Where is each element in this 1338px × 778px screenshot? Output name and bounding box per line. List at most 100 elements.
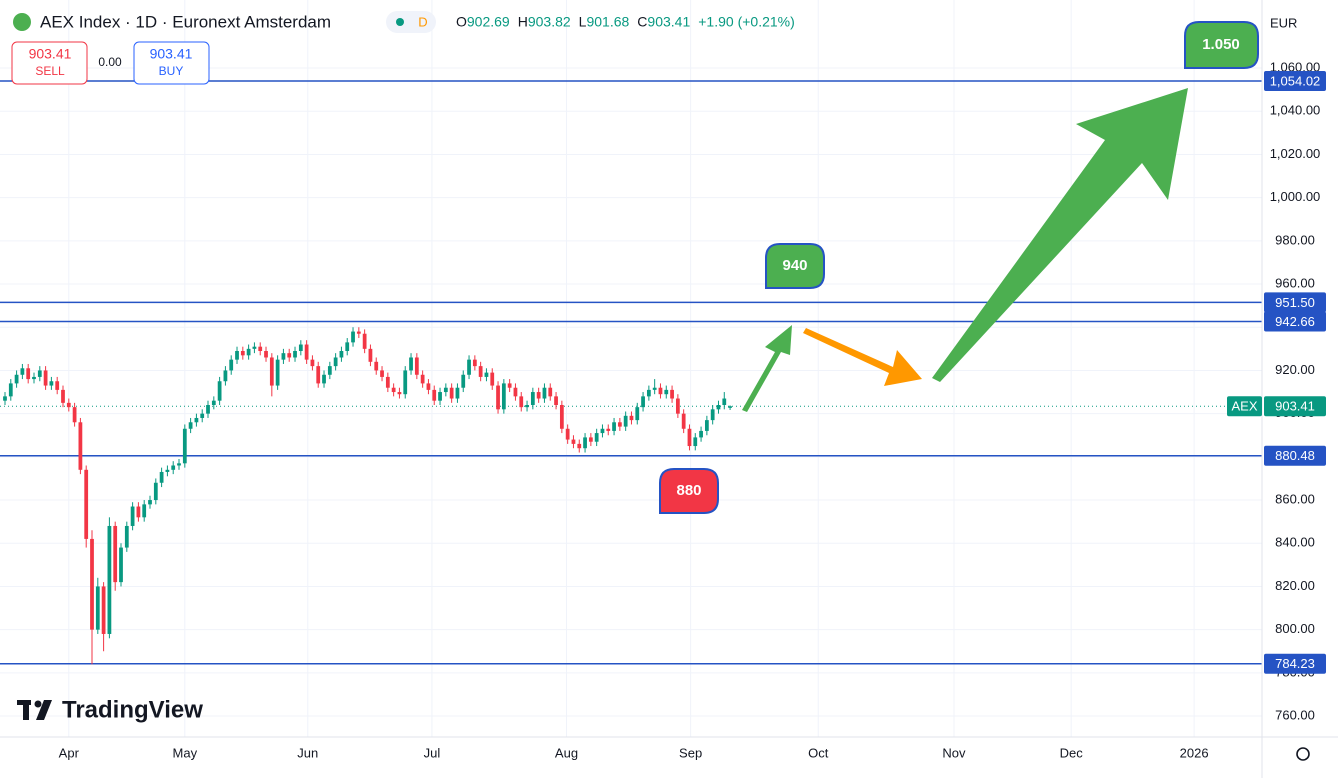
level-label: 942.66 — [1275, 314, 1315, 329]
buy-button[interactable] — [133, 41, 210, 85]
logo-part — [36, 700, 52, 720]
currency: EUR — [1270, 15, 1297, 30]
candle-body — [652, 387, 657, 390]
candle-body — [478, 366, 483, 377]
axes: 760.00780.00800.00820.00840.00860.00880.… — [59, 59, 1326, 760]
candle-body — [206, 405, 210, 414]
y-tick-label: 1,040.00 — [1270, 103, 1321, 118]
candle-body — [368, 348, 373, 362]
candle-body — [513, 387, 518, 397]
candle-body — [583, 437, 587, 449]
ohlc-value: 903.41 — [647, 14, 690, 30]
candle-body — [571, 439, 576, 444]
arrow-down — [803, 328, 922, 386]
y-tick-label: 800.00 — [1275, 621, 1315, 636]
candle-body — [235, 351, 239, 360]
candle-body — [345, 342, 350, 352]
candle-body — [61, 389, 65, 403]
sell-button[interactable] — [11, 41, 88, 85]
candle-body — [333, 357, 338, 367]
candle-body — [461, 374, 466, 388]
candle-body — [37, 370, 42, 377]
candle-body — [304, 344, 309, 360]
candle-body — [600, 428, 605, 434]
callout-box — [1184, 21, 1259, 69]
candle-body — [420, 374, 425, 384]
x-tick-label: Jun — [297, 745, 318, 760]
candle-body — [26, 368, 31, 380]
candle-body — [3, 396, 7, 401]
sell-label: SELL — [35, 64, 65, 78]
candle-body — [722, 398, 727, 406]
level-label: 880.48 — [1275, 448, 1315, 463]
callout-label: 880 — [676, 482, 701, 499]
candle-body — [177, 463, 181, 466]
candle-body — [246, 348, 251, 356]
candle-body — [8, 383, 13, 397]
candle-body — [391, 387, 396, 393]
candle-body — [119, 547, 123, 583]
candle-body — [55, 381, 60, 390]
candle-body — [484, 372, 489, 377]
currency-box[interactable] — [1263, 6, 1337, 40]
candle-body — [403, 370, 408, 395]
ohlc-legend: O 902.69 H 903.82 L 901.68 C 903.41 +1.90 (+0.21… — [456, 14, 795, 30]
x-tick-label: May — [173, 745, 198, 760]
candle-body — [728, 406, 732, 408]
settings-icon[interactable] — [1296, 747, 1310, 761]
candle-body — [565, 428, 570, 440]
candle-body — [467, 359, 471, 375]
symbol-tag — [1227, 396, 1262, 417]
x-tick-label: Apr — [59, 745, 80, 760]
symbol-tag-label: AEX — [1231, 399, 1257, 414]
candle-body — [577, 443, 582, 449]
y-tick-label: 1,060.00 — [1270, 59, 1321, 74]
candle-body — [159, 471, 164, 483]
x-tick-label: 2026 — [1180, 745, 1209, 760]
y-tick-label: 820.00 — [1275, 578, 1315, 593]
candle-body — [78, 422, 83, 470]
candle-body — [310, 359, 315, 367]
candle-body — [264, 351, 268, 358]
candle-body — [681, 413, 686, 429]
candle-body — [617, 422, 622, 427]
level-tag — [1264, 445, 1326, 466]
candle-body — [327, 366, 332, 375]
candle-body — [432, 389, 437, 401]
candle-body — [188, 422, 193, 429]
candle-body — [699, 430, 703, 438]
y-tick-label: 980.00 — [1275, 232, 1315, 247]
level-label: 1,054.02 — [1270, 73, 1321, 88]
candle-body — [548, 387, 553, 397]
candle-body — [594, 433, 599, 442]
candle-body — [472, 359, 477, 367]
candle-body — [229, 359, 234, 371]
y-tick-label: 840.00 — [1275, 535, 1315, 550]
y-tick-label: 760.00 — [1275, 707, 1315, 722]
candle-body — [646, 389, 651, 397]
candle-body — [258, 346, 263, 352]
x-tick-label: Oct — [808, 745, 829, 760]
candle-body — [322, 374, 326, 384]
brand: TradingView — [62, 696, 203, 723]
status-pill — [386, 11, 436, 33]
candle-body — [182, 428, 187, 464]
candle-body — [710, 409, 715, 421]
candle-body — [281, 353, 286, 360]
candle-body — [275, 359, 280, 386]
candle-body — [443, 387, 448, 393]
candle-body — [107, 525, 112, 634]
y-tick-label: 960.00 — [1275, 275, 1315, 290]
interval-badge: D — [418, 14, 427, 29]
candle-body — [362, 333, 367, 349]
callout-label: 1.050 — [1202, 36, 1240, 53]
status-dot — [396, 18, 404, 26]
buy-label: BUY — [159, 64, 184, 78]
candle-body — [49, 381, 54, 386]
candle-body — [380, 370, 384, 377]
candle-body — [588, 437, 593, 442]
candle-body — [287, 353, 292, 358]
logo-part — [34, 700, 42, 708]
